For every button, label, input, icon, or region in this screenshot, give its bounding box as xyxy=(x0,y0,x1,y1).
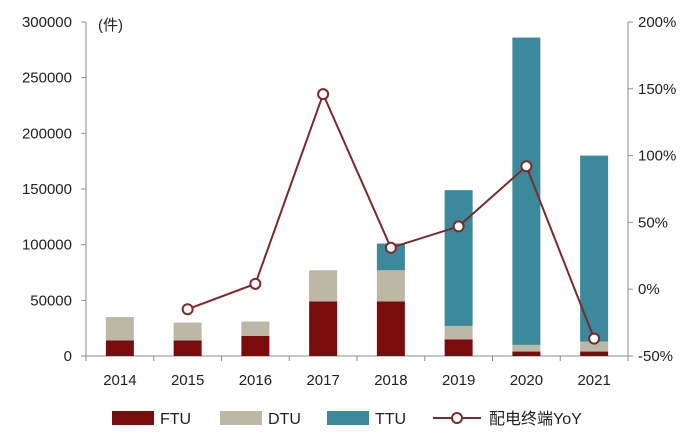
y-left-tick-label: 250000 xyxy=(22,70,72,87)
bar-ttu-2021 xyxy=(580,155,609,342)
y-right-tick-label: 50% xyxy=(638,214,668,231)
yoy-point xyxy=(384,241,397,254)
y-left-tick-label: 100000 xyxy=(22,237,72,254)
legend-swatch xyxy=(220,411,262,425)
bar-ftu-2016 xyxy=(241,335,270,356)
bar-ftu-2021 xyxy=(580,351,609,356)
bar-ftu-2018 xyxy=(376,301,405,356)
y-right-tick-label: -50% xyxy=(638,348,673,365)
legend-label: TTU xyxy=(375,411,406,428)
yoy-point xyxy=(452,220,465,233)
bars xyxy=(105,37,609,356)
axes xyxy=(81,21,633,361)
legend-label: FTU xyxy=(160,411,191,428)
yoy-line xyxy=(181,88,601,345)
y-right-tick-label: 100% xyxy=(638,148,676,165)
bar-dtu-2017 xyxy=(309,270,338,302)
bar-dtu-2014 xyxy=(105,317,134,341)
legend-item-FTU: FTU xyxy=(112,411,191,428)
yoy-point xyxy=(181,303,194,316)
bar-dtu-2018 xyxy=(376,270,405,302)
legend-swatch xyxy=(112,411,154,425)
yoy-point xyxy=(520,160,533,173)
bar-ftu-2019 xyxy=(444,339,473,356)
bar-dtu-2021 xyxy=(580,341,609,352)
x-tick-label: 2017 xyxy=(306,372,339,389)
bar-ftu-2017 xyxy=(309,301,338,356)
legend: FTU DTU TTU 配电终端YoY xyxy=(112,410,582,428)
y-right-tick-label: 150% xyxy=(638,81,676,98)
y-left-tick-labels: 0 50000 100000 150000 200000 250000 300000 xyxy=(22,14,72,365)
y-right-tick-label: 0% xyxy=(638,281,660,298)
legend-marker-swatch xyxy=(451,412,463,424)
x-tick-label: 2020 xyxy=(510,372,543,389)
bar-ftu-2014 xyxy=(105,340,134,356)
x-tick-label: 2021 xyxy=(577,372,610,389)
y-left-tick-label: 300000 xyxy=(22,14,72,31)
bar-ttu-2019 xyxy=(444,190,473,326)
unit-label: (件) xyxy=(98,17,123,34)
legend-swatch xyxy=(327,411,369,425)
legend-item-配电终端YoY: 配电终端YoY xyxy=(433,410,582,428)
yoy-point xyxy=(317,88,330,101)
legend-item-DTU: DTU xyxy=(220,411,301,428)
bar-dtu-2016 xyxy=(241,321,270,336)
y-left-tick-label: 150000 xyxy=(22,181,72,198)
y-left-tick-label: 0 xyxy=(64,348,72,365)
bar-ftu-2015 xyxy=(173,340,202,356)
x-tick-label: 2014 xyxy=(103,372,136,389)
y-right-tick-label: 200% xyxy=(638,14,676,31)
y-left-tick-label: 50000 xyxy=(30,292,72,309)
legend-label: DTU xyxy=(268,411,301,428)
legend-item-TTU: TTU xyxy=(327,411,406,428)
bar-dtu-2015 xyxy=(173,322,202,341)
bar-dtu-2019 xyxy=(444,325,473,340)
bar-dtu-2020 xyxy=(512,344,541,352)
yoy-point xyxy=(588,332,601,345)
legend-label: 配电终端YoY xyxy=(489,410,582,428)
y-left-tick-label: 200000 xyxy=(22,125,72,142)
x-tick-label: 2016 xyxy=(239,372,272,389)
x-tick-label: 2015 xyxy=(171,372,204,389)
x-tick-label: 2019 xyxy=(442,372,475,389)
x-tick-label: 2018 xyxy=(374,372,407,389)
y-right-tick-labels: -50% 0% 50% 100% 150% 200% xyxy=(638,14,676,365)
x-axis-labels: 2014 2015 2016 2017 2018 2019 2020 2021 xyxy=(103,372,611,389)
bar-ftu-2020 xyxy=(512,351,541,356)
yoy-point xyxy=(249,277,262,290)
